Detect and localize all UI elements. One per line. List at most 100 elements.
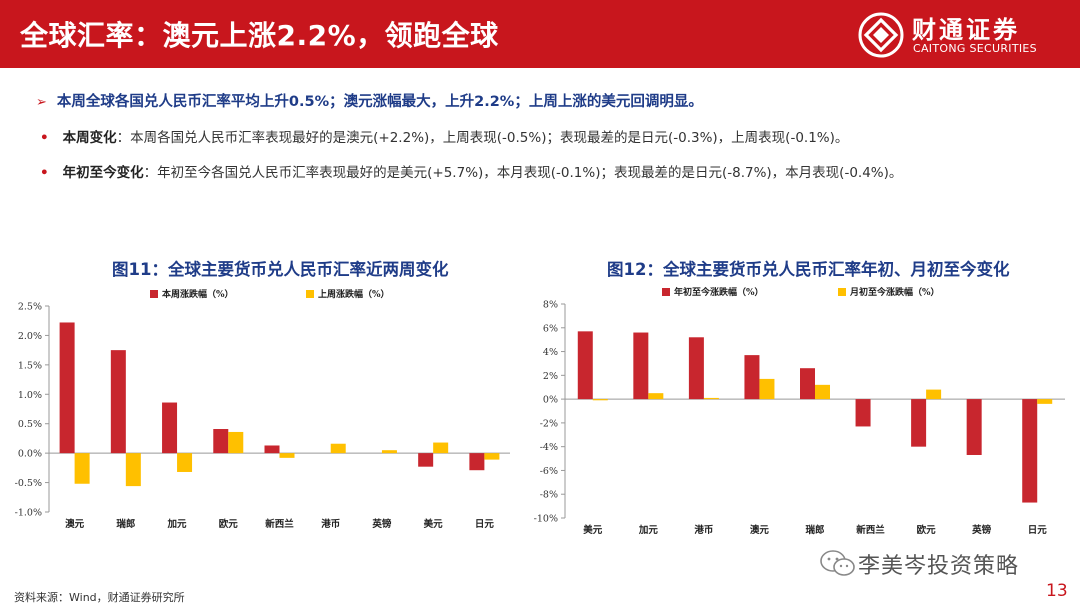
bar-secondary	[177, 453, 193, 472]
weekly-change-chart: -1.0% -0.5% 0.0% 0.5% 1.0% 1.5% 2.0% 2.5% 澳元 瑞郎 加元…	[15, 288, 510, 530]
y-tick-label: -1.0%	[15, 508, 42, 519]
bar-primary	[688, 337, 704, 400]
legend-label: 本周涨跌幅（%）	[162, 288, 234, 300]
category-label: 港币	[694, 524, 714, 536]
bar-secondary	[648, 393, 664, 400]
bar-primary	[633, 332, 649, 400]
page-number: 13	[1046, 581, 1068, 601]
chart-title-fig11: 图11：全球主要货币兑人民币汇率近两周变化	[112, 260, 449, 279]
bullet-text: ：年初至今各国兑人民币汇率表现最好的是美元(+5.7%)，本月表现(-0.1%)…	[143, 165, 903, 181]
category-label: 美元	[423, 518, 444, 530]
bar-secondary	[279, 453, 295, 458]
bar-secondary	[330, 443, 346, 454]
watermark-text: 李美岑投资策略	[858, 554, 1020, 579]
bar-secondary	[592, 399, 608, 401]
category-label: 欧元	[219, 518, 239, 530]
legend-swatch	[662, 288, 670, 296]
bar-primary	[911, 399, 927, 447]
summary-text: 本周全球各国兑人民币汇率平均上升0.5%；澳元涨幅最大，上升2.2%；上周上涨的…	[56, 94, 703, 110]
bullet-weekly: • 本周变化：本周各国兑人民币汇率表现最好的是澳元(+2.2%)，上周表现(-0.…	[40, 126, 848, 146]
bar-primary	[744, 355, 760, 400]
category-label: 加元	[638, 524, 659, 536]
y-tick-label: 4%	[543, 347, 558, 358]
legend-swatch	[306, 290, 314, 298]
bar-primary	[213, 429, 229, 454]
page-title: 全球汇率：澳元上涨2.2%，领跑全球	[20, 19, 499, 52]
y-tick-label: 8%	[543, 300, 558, 311]
bar-secondary	[703, 397, 719, 400]
bar-secondary	[759, 378, 775, 400]
category-label: 欧元	[917, 524, 937, 536]
bar-primary	[966, 399, 982, 455]
bar-secondary	[228, 431, 244, 454]
bar-secondary	[125, 453, 141, 487]
category-label: 加元	[167, 518, 188, 530]
y-tick-label: 0.0%	[18, 449, 42, 460]
ytd-change-chart: -10% -8% -6% -4% -2% 0% 2% 4% 6% 8% 美元 加元 港币 澳元 瑞郎 新西兰 欧…	[534, 286, 1065, 536]
y-tick-label: -4%	[540, 442, 558, 453]
bar-primary	[59, 322, 75, 454]
category-label: 澳元	[65, 518, 85, 530]
bar-primary	[1022, 399, 1038, 503]
legend-swatch	[150, 290, 158, 298]
category-label: 瑞郎	[805, 524, 825, 536]
y-tick-label: -10%	[534, 514, 558, 525]
category-label: 美元	[582, 524, 603, 536]
bar-secondary	[433, 442, 449, 454]
bullet-label: 年初至今变化	[62, 165, 144, 181]
category-label: 新西兰	[856, 524, 885, 536]
bullet-dot-icon: •	[40, 130, 49, 146]
bar-primary	[855, 399, 871, 427]
y-tick-label: 2%	[543, 371, 558, 382]
y-tick-label: -2%	[540, 418, 558, 429]
bullet-ytd: • 年初至今变化：年初至今各国兑人民币汇率表现最好的是美元(+5.7%)，本月表现…	[40, 161, 902, 181]
category-label: 新西兰	[265, 518, 294, 530]
wechat-icon	[820, 550, 855, 576]
bar-primary	[110, 350, 126, 454]
bar-primary	[577, 331, 593, 400]
y-tick-label: 6%	[543, 323, 558, 334]
bar-primary	[162, 402, 178, 454]
source-note: 资料来源：Wind，财通证券研究所	[14, 591, 185, 604]
summary-line: ➢ 本周全球各国兑人民币汇率平均上升0.5%；澳元涨幅最大，上升2.2%；上周上涨…	[36, 90, 703, 111]
bar-primary	[800, 368, 815, 400]
bar-secondary	[1037, 399, 1053, 404]
category-label: 港币	[321, 518, 341, 530]
legend-label: 年初至今涨跌幅（%）	[674, 286, 764, 298]
caitong-logo-icon	[858, 12, 904, 58]
bar-secondary	[381, 450, 397, 454]
legend-label: 月初至今涨跌幅（%）	[849, 286, 940, 298]
category-label: 日元	[1028, 525, 1048, 536]
category-label: 瑞郎	[116, 518, 136, 530]
bar-primary	[264, 445, 280, 454]
y-tick-label: -6%	[540, 466, 558, 477]
bar-secondary	[484, 453, 500, 460]
bar-primary	[469, 453, 485, 471]
category-label: 日元	[475, 519, 495, 530]
y-tick-label: 2.0%	[18, 331, 42, 342]
brand-name-cn: 财通证券	[912, 16, 1020, 44]
header-bar: 全球汇率：澳元上涨2.2%，领跑全球 财通证券 CAITONG SECURITI…	[0, 0, 1080, 68]
arrow-icon: ➢	[36, 95, 47, 110]
brand-name-en: CAITONG SECURITIES	[913, 42, 1037, 55]
y-tick-label: 0.5%	[18, 419, 42, 430]
y-tick-label: -8%	[540, 490, 558, 501]
legend-swatch	[838, 288, 846, 296]
bullet-text: ：本周各国兑人民币汇率表现最好的是澳元(+2.2%)，上周表现(-0.5%)；表…	[116, 130, 849, 146]
y-tick-label: 2.5%	[18, 302, 42, 313]
chart-title-fig12: 图12：全球主要货币兑人民币汇率年初、月初至今变化	[607, 260, 1010, 279]
category-label: 澳元	[750, 524, 770, 536]
category-label: 英镑	[972, 524, 992, 536]
bullet-dot-icon: •	[40, 165, 49, 181]
y-tick-label: 1.0%	[18, 390, 42, 401]
bullet-label: 本周变化	[62, 130, 117, 146]
y-tick-label: 0%	[543, 395, 558, 406]
bar-secondary	[926, 389, 942, 400]
bar-secondary	[815, 384, 830, 400]
y-tick-label: 1.5%	[18, 360, 42, 371]
category-label: 英镑	[372, 518, 392, 530]
y-tick-label: -0.5%	[15, 478, 42, 489]
bar-primary	[418, 453, 434, 467]
legend-label: 上周涨跌幅（%）	[318, 288, 390, 300]
bar-secondary	[74, 453, 90, 484]
